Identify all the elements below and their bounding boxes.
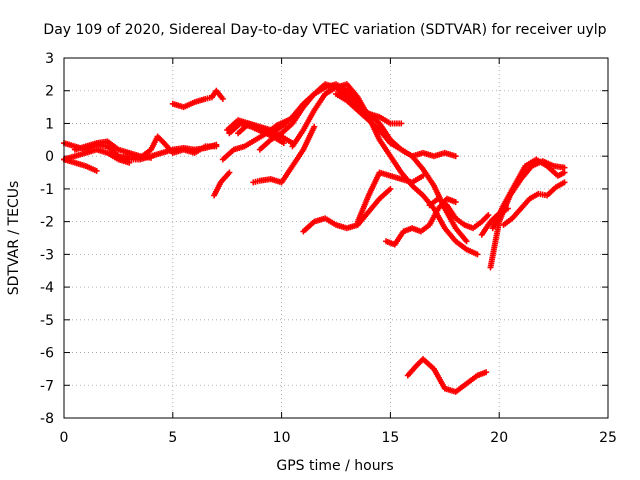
data-point xyxy=(463,238,470,245)
data-point xyxy=(483,369,490,376)
data-point xyxy=(126,159,133,166)
data-point xyxy=(485,212,492,219)
series-17 xyxy=(383,195,459,248)
series-19 xyxy=(404,356,490,395)
x-tick-label: 20 xyxy=(490,430,508,446)
data-point xyxy=(280,140,287,147)
y-tick-label: 2 xyxy=(45,84,54,100)
x-axis-label: GPS time / hours xyxy=(276,458,393,474)
y-tick-label: 0 xyxy=(45,149,54,165)
data-point xyxy=(311,123,318,130)
series-13 xyxy=(289,81,481,258)
data-point xyxy=(474,251,481,258)
data-point xyxy=(504,205,511,212)
y-tick-label: 3 xyxy=(45,51,54,67)
data-point xyxy=(219,95,226,102)
chart-title: Day 109 of 2020, Sidereal Day-to-day VTE… xyxy=(43,22,606,38)
data-points xyxy=(61,81,568,395)
series-5 xyxy=(169,87,226,111)
y-tick-label: -4 xyxy=(40,280,54,296)
series-6 xyxy=(211,169,233,199)
series-16 xyxy=(354,169,427,225)
data-point xyxy=(148,154,155,161)
data-point xyxy=(398,120,405,127)
y-tick-label: -5 xyxy=(40,313,54,329)
data-point xyxy=(452,153,459,160)
series-4 xyxy=(115,133,220,161)
y-tick-label: 1 xyxy=(45,116,54,132)
series-14 xyxy=(333,91,459,160)
series-18 xyxy=(426,195,492,232)
y-tick-label: -3 xyxy=(40,247,54,263)
data-point xyxy=(387,185,394,192)
data-point xyxy=(561,169,568,176)
data-point xyxy=(561,179,568,186)
y-axis-label: SDTVAR / TECUs xyxy=(6,181,22,296)
series-15 xyxy=(300,185,394,235)
x-tick-label: 10 xyxy=(273,430,291,446)
y-tick-label: -6 xyxy=(40,346,54,362)
series-22 xyxy=(500,179,568,228)
data-point xyxy=(420,172,427,179)
series-2 xyxy=(61,156,100,174)
data-point xyxy=(213,143,220,150)
x-tick-label: 5 xyxy=(168,430,177,446)
x-tick-label: 15 xyxy=(381,430,399,446)
y-tick-label: -1 xyxy=(40,182,54,198)
data-point xyxy=(226,169,233,176)
y-tick-label: -7 xyxy=(40,378,54,394)
series-23 xyxy=(478,205,511,238)
x-tick-label: 0 xyxy=(60,430,69,446)
y-tick-label: -2 xyxy=(40,215,54,231)
data-point xyxy=(93,167,100,174)
plot-frame xyxy=(63,57,609,419)
data-point xyxy=(452,199,459,205)
y-tick-label: -8 xyxy=(40,411,54,427)
x-tick-label: 25 xyxy=(599,430,617,446)
series-12 xyxy=(250,123,318,186)
grid xyxy=(64,58,608,418)
